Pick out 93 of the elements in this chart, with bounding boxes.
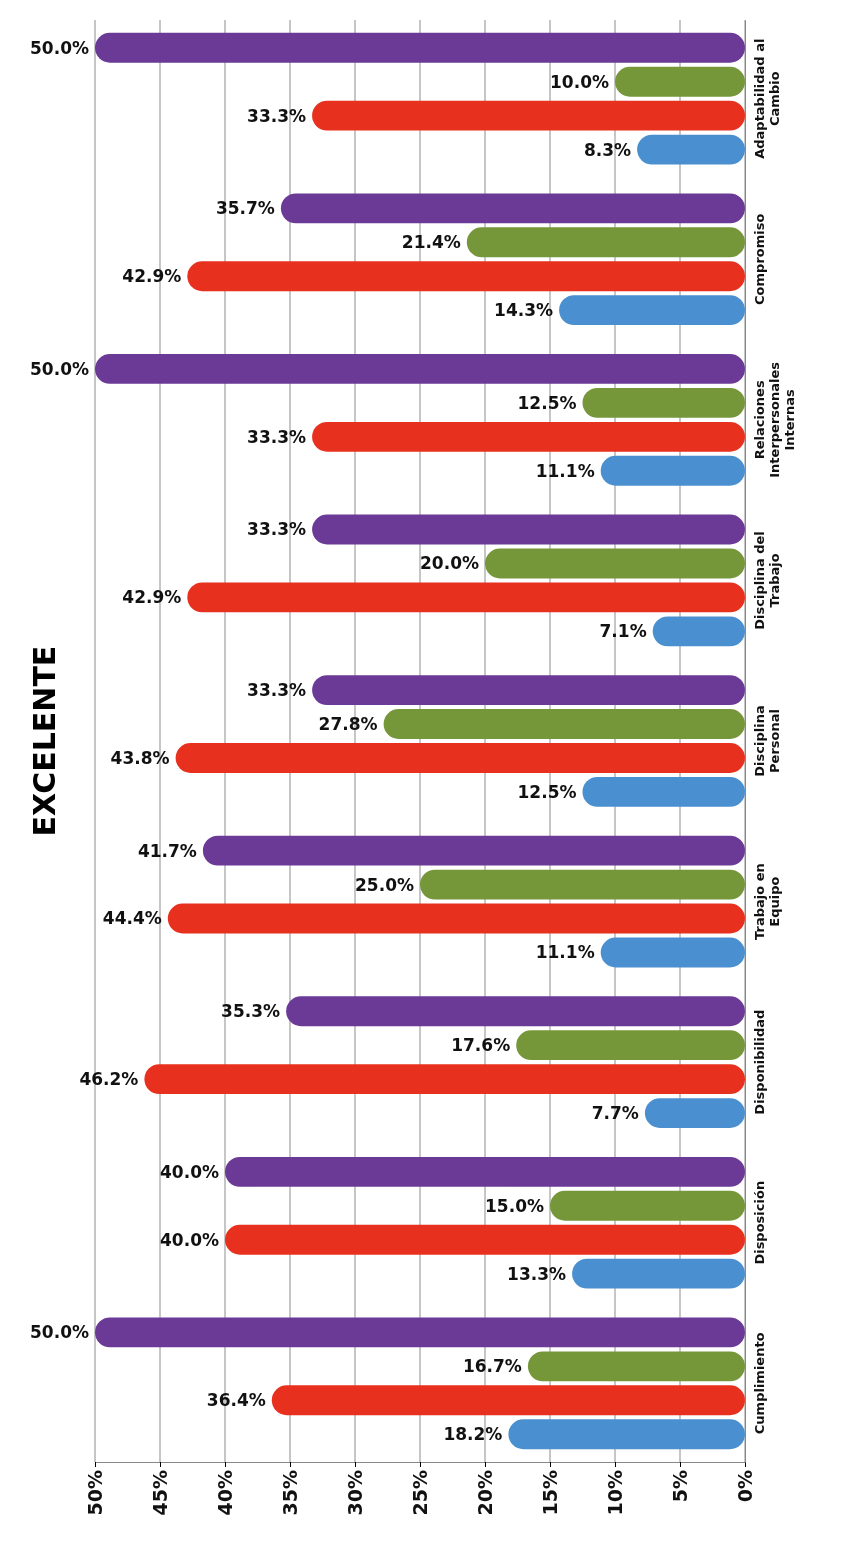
data-label: 42.9% bbox=[122, 587, 182, 608]
x-tick-label: 30% bbox=[344, 1470, 367, 1516]
data-label: 17.6% bbox=[451, 1035, 511, 1056]
bar bbox=[600, 455, 745, 486]
data-label: 35.7% bbox=[215, 198, 275, 219]
bar bbox=[420, 869, 745, 900]
data-label: 27.8% bbox=[318, 713, 378, 734]
data-label: 41.7% bbox=[137, 840, 197, 861]
bar bbox=[280, 193, 745, 224]
bar bbox=[202, 835, 745, 866]
data-label: 35.3% bbox=[221, 1001, 281, 1022]
data-label: 40.0% bbox=[160, 1229, 219, 1250]
data-label: 15.0% bbox=[485, 1195, 544, 1216]
data-label: 46.2% bbox=[79, 1069, 139, 1090]
data-label: 13.3% bbox=[507, 1263, 567, 1284]
bar bbox=[144, 1064, 745, 1095]
bar bbox=[615, 66, 745, 97]
data-label: 18.2% bbox=[443, 1424, 503, 1445]
data-label: 21.4% bbox=[401, 232, 461, 253]
y-tick-label: Disponibilidad bbox=[752, 1009, 767, 1115]
bar bbox=[95, 1317, 745, 1348]
data-label: 11.1% bbox=[535, 460, 595, 481]
y-tick-label: Compromiso bbox=[752, 213, 767, 305]
bar bbox=[187, 261, 745, 292]
bar bbox=[516, 1030, 745, 1061]
bar bbox=[225, 1156, 745, 1187]
bar bbox=[225, 1224, 745, 1255]
bar bbox=[286, 996, 745, 1027]
data-label: 44.4% bbox=[102, 908, 162, 929]
data-label: 40.0% bbox=[160, 1161, 219, 1182]
bar bbox=[187, 582, 745, 613]
x-tick-label: 10% bbox=[604, 1470, 627, 1516]
bar bbox=[600, 937, 745, 968]
data-label: 43.8% bbox=[110, 747, 170, 768]
bar bbox=[312, 675, 745, 706]
x-tick-label: 0% bbox=[734, 1470, 757, 1503]
data-label: 12.5% bbox=[517, 392, 577, 413]
x-tick-label: 40% bbox=[214, 1470, 237, 1516]
data-label: 12.5% bbox=[517, 781, 577, 802]
data-label: 33.3% bbox=[247, 519, 307, 540]
x-tick-label: 45% bbox=[149, 1470, 172, 1516]
x-tick-label: 25% bbox=[409, 1470, 432, 1516]
bar bbox=[95, 354, 745, 384]
bar bbox=[508, 1419, 745, 1450]
bar bbox=[312, 421, 745, 452]
data-label: 33.3% bbox=[247, 105, 307, 126]
data-label: 8.3% bbox=[583, 139, 632, 160]
x-tick-label: 35% bbox=[279, 1470, 302, 1516]
bar bbox=[175, 743, 745, 773]
data-label: 42.9% bbox=[122, 266, 182, 287]
bar bbox=[271, 1385, 745, 1416]
bar bbox=[572, 1258, 745, 1289]
data-label: 7.1% bbox=[599, 621, 647, 642]
data-label: 50.0% bbox=[30, 37, 89, 58]
data-label: 20.0% bbox=[420, 553, 479, 574]
bar bbox=[466, 227, 745, 258]
y-tick-label: Relaciones Interpersonales Internas bbox=[752, 361, 797, 478]
bar bbox=[644, 1098, 745, 1128]
bar bbox=[312, 100, 745, 131]
data-label: 16.7% bbox=[462, 1356, 522, 1377]
bar bbox=[637, 134, 745, 165]
bar bbox=[167, 903, 745, 934]
bar bbox=[527, 1351, 745, 1382]
text: EXCELENTE bbox=[27, 645, 62, 837]
y-tick-label: Cumplimiento bbox=[752, 1332, 767, 1435]
x-tick-label: 5% bbox=[669, 1470, 692, 1503]
data-label: 25.0% bbox=[355, 874, 414, 895]
y-tick-label: Trabajo en Equipo bbox=[752, 863, 782, 940]
y-tick-label: Disposición bbox=[752, 1180, 767, 1265]
data-label: 33.3% bbox=[247, 680, 307, 701]
data-label: 50.0% bbox=[30, 1322, 89, 1343]
bar bbox=[485, 548, 745, 579]
bar bbox=[559, 295, 745, 326]
data-label: 14.3% bbox=[494, 300, 554, 321]
data-label: 7.7% bbox=[591, 1103, 639, 1124]
y-tick-label: Disciplina Personal bbox=[752, 705, 782, 777]
data-label: 33.3% bbox=[247, 426, 307, 447]
bar bbox=[383, 709, 745, 739]
bar bbox=[95, 32, 745, 63]
bar bbox=[582, 776, 745, 807]
x-tick-label: 15% bbox=[539, 1470, 562, 1516]
y-tick-label: Disciplina del Trabajo bbox=[752, 531, 782, 630]
bar bbox=[550, 1190, 745, 1221]
data-label: 10.0% bbox=[550, 71, 609, 92]
bar bbox=[652, 616, 745, 647]
x-tick-label: 50% bbox=[84, 1470, 107, 1516]
data-label: 11.1% bbox=[535, 942, 595, 963]
x-tick-label: 20% bbox=[474, 1470, 497, 1516]
bar bbox=[312, 514, 745, 545]
y-tick-label: Adaptabilidad al Cambio bbox=[752, 38, 782, 159]
data-label: 50.0% bbox=[30, 358, 89, 379]
bar bbox=[582, 387, 745, 418]
data-label: 36.4% bbox=[206, 1390, 266, 1411]
